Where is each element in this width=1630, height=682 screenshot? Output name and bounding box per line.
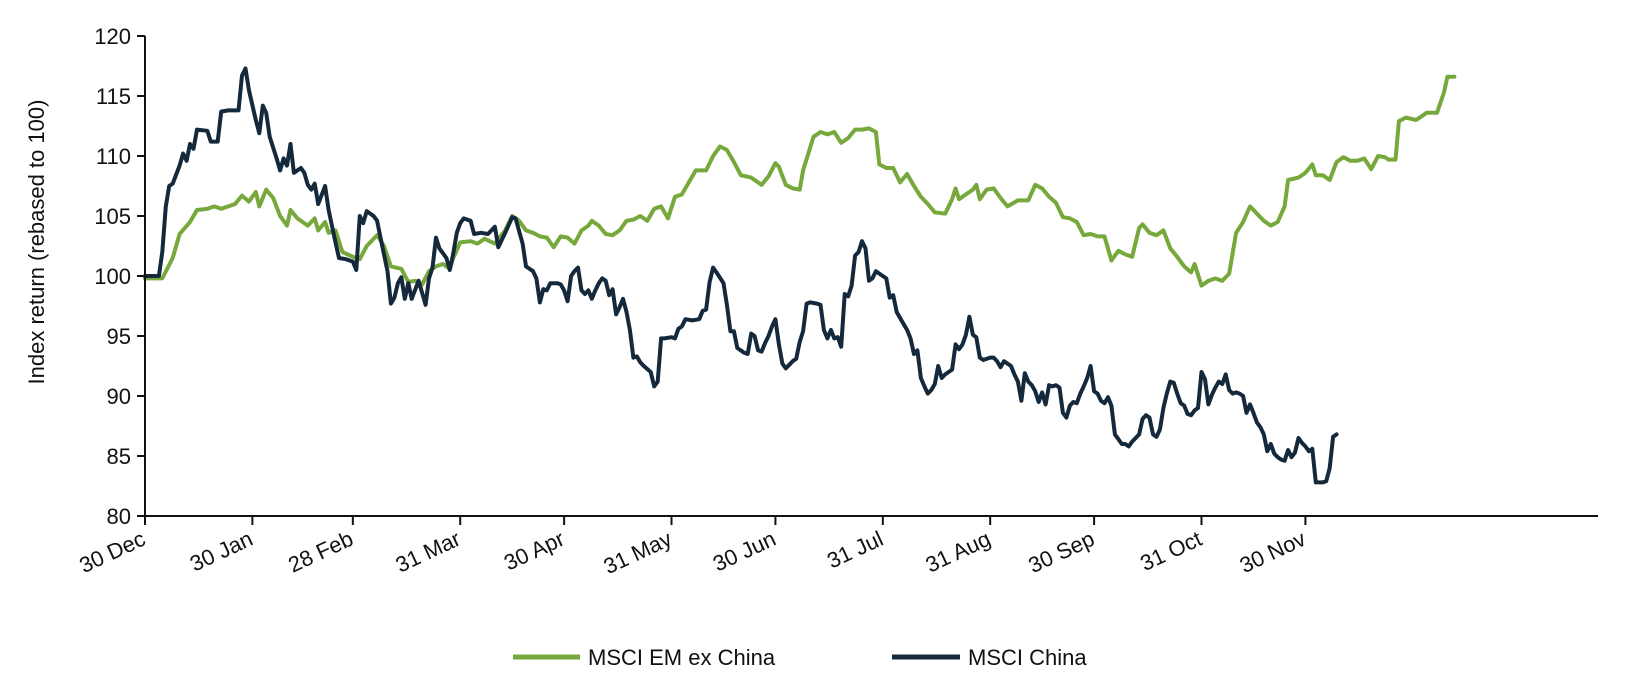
y-tick-label: 120 — [94, 24, 131, 49]
x-tick-label: 30 Jun — [709, 526, 779, 577]
y-tick-label: 110 — [96, 144, 131, 169]
legend-label: MSCI China — [968, 645, 1087, 670]
y-tick-label: 105 — [94, 204, 131, 229]
x-axis-ticks: 30 Dec 30 Jan 28 Feb 31 Mar 30 Apr 31 May 30 J… — [75, 516, 1310, 579]
x-tick-label: 30 Sep — [1024, 526, 1098, 578]
x-tick-label: 30 Jan — [186, 526, 256, 577]
y-tick-label: 95 — [107, 324, 131, 349]
axes — [144, 36, 1598, 517]
x-tick-label: 30 Apr — [500, 526, 568, 576]
y-tick-label: 115 — [96, 84, 131, 109]
x-tick-label: 31 May — [600, 526, 676, 579]
series-line-msci-china — [143, 66, 1339, 485]
y-axis-title-group: Index return (rebased to 100) — [24, 100, 49, 385]
x-tick-label: 31 Mar — [392, 526, 465, 578]
x-tick-label: 31 Aug — [922, 526, 995, 578]
y-axis-ticks: 80 85 90 95 100 105 110 115 120 — [94, 24, 145, 529]
y-tick-label: 85 — [107, 444, 131, 469]
x-tick-label: 28 Feb — [284, 526, 357, 578]
y-axis-title: Index return (rebased to 100) — [24, 100, 49, 385]
x-tick-label: 31 Jul — [823, 526, 887, 573]
x-tick-label: 30 Nov — [1236, 526, 1310, 578]
x-tick-label: 30 Dec — [75, 526, 149, 578]
y-tick-label: 80 — [107, 504, 131, 529]
series-line-msci-em-ex-china — [143, 74, 1457, 288]
y-tick-label: 90 — [107, 384, 131, 409]
y-tick-label: 100 — [94, 264, 131, 289]
legend: MSCI EM ex China MSCI China — [513, 645, 1087, 670]
series-layer — [143, 66, 1457, 485]
legend-label: MSCI EM ex China — [588, 645, 776, 670]
x-tick-label: 31 Oct — [1136, 526, 1205, 576]
